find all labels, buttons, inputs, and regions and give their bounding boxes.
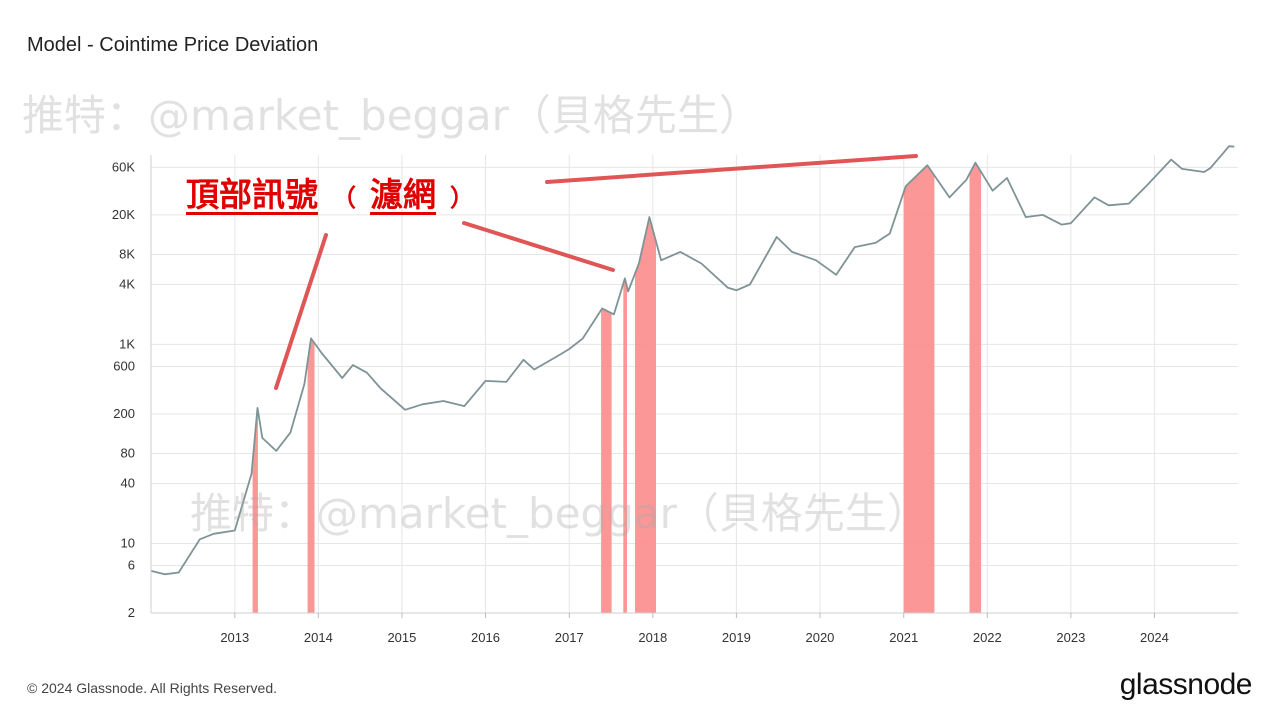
annotation-close-paren: ） (450, 184, 474, 212)
signal-band (635, 218, 656, 614)
signal-band (252, 408, 258, 613)
x-tick-label: 2014 (304, 630, 333, 645)
arrow-line-2013 (274, 233, 328, 390)
y-tick-label: 600 (113, 358, 135, 373)
y-tick-label: 4K (119, 276, 135, 291)
y-tick-label: 80 (121, 446, 135, 461)
signal-band (601, 308, 612, 613)
x-tick-label: 2019 (722, 630, 751, 645)
y-tick-label: 1K (119, 336, 135, 351)
y-tick-label: 8K (119, 247, 135, 262)
x-tick-label: 2021 (889, 630, 918, 645)
watermark-top: 推特：@market_beggar（貝格先生） (22, 91, 761, 140)
glassnode-logo: glassnode (1119, 668, 1253, 701)
y-tick-label: 200 (113, 406, 135, 421)
y-tick-label: 20K (112, 207, 135, 222)
x-axis-ticks: 2013 2014 2015 2016 2017 2018 2019 2020 2021 2022… (220, 613, 1169, 645)
signal-band (903, 165, 935, 613)
x-tick-label: 2017 (555, 630, 584, 645)
y-tick-label: 40 (121, 476, 135, 491)
annotation-open-paren: （ (332, 184, 356, 212)
price-line (150, 145, 1235, 576)
y-tick-label: 2 (128, 605, 135, 620)
x-tick-label: 2020 (805, 630, 834, 645)
annotation-top-signal-text: 頂部訊號 (186, 175, 318, 214)
top-signal-annotation: 頂部訊號 （ 濾網 ） (186, 168, 488, 216)
x-tick-label: 2022 (973, 630, 1002, 645)
x-tick-label: 2024 (1140, 630, 1169, 645)
signal-band (623, 278, 627, 613)
y-tick-label: 60K (112, 159, 135, 174)
arrow-line-2021 (545, 154, 918, 184)
copyright-footer: © 2024 Glassnode. All Rights Reserved. (27, 680, 278, 696)
signal-band (969, 162, 982, 613)
x-tick-label: 2023 (1056, 630, 1085, 645)
annotation-arrows (274, 154, 918, 390)
chart-title: Model - Cointime Price Deviation (27, 34, 319, 56)
arrow-line-2017 (462, 221, 615, 272)
annotation-filter-text: 濾網 (370, 175, 436, 214)
x-tick-label: 2018 (638, 630, 667, 645)
y-axis-ticks: 2 6 10 40 80 200 600 1K 4K 8K 20K 60K (112, 159, 135, 620)
signal-band (307, 338, 315, 613)
signal-bands (252, 162, 982, 614)
y-tick-label: 6 (128, 558, 135, 573)
x-tick-label: 2015 (387, 630, 416, 645)
x-tick-label: 2013 (220, 630, 249, 645)
y-tick-label: 10 (121, 535, 135, 550)
x-tick-label: 2016 (471, 630, 500, 645)
watermark-center: 推特：@market_beggar（貝格先生） (190, 489, 929, 538)
